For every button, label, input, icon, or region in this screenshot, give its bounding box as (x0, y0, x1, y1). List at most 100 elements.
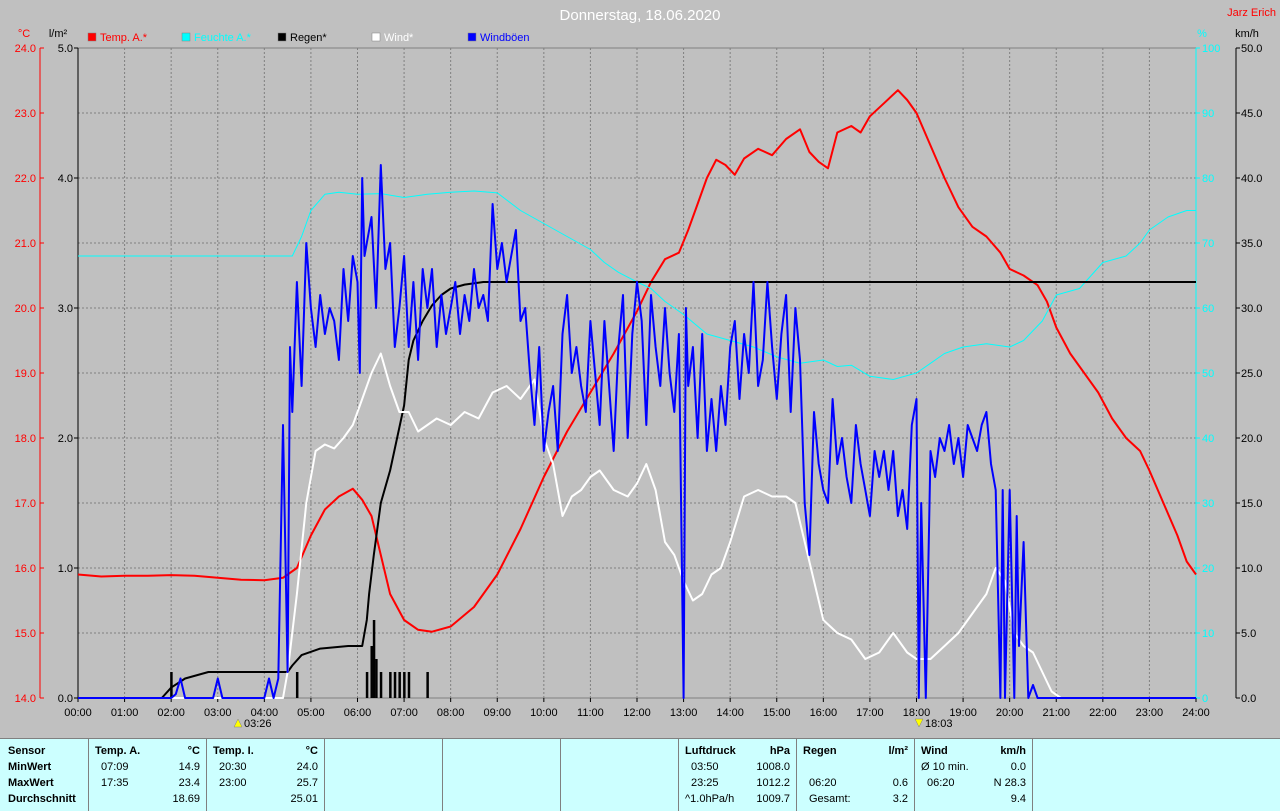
x-tick-label: 10:00 (530, 707, 558, 719)
temp-a-average: 18.69 (172, 793, 200, 805)
pressure-trend: ^1.0hPa/h (685, 793, 735, 805)
rain-bar (375, 659, 378, 698)
humidity-series-line (78, 190, 1196, 380)
wind-tick-label: 10.0 (1241, 563, 1262, 575)
wind-tick-label: 15.0 (1241, 498, 1262, 510)
rain_cum-series-line (78, 281, 1196, 699)
x-tick-label: 13:00 (670, 707, 698, 719)
wind-max-value: N 28.3 (993, 777, 1026, 789)
wind-min-value: 0.0 (1010, 761, 1026, 773)
temp-tick-label: 16.0 (15, 563, 36, 575)
pressure-average: 1009.7 (756, 793, 790, 805)
x-tick-label: 16:00 (810, 707, 838, 719)
legend-label: Wind* (384, 32, 414, 44)
series-lines (77, 89, 1197, 699)
rain-bar (295, 672, 299, 698)
legend: Temp. A.* Feuchte A.* Regen* Wind* Windböen (87, 32, 530, 44)
wind-min-label: Ø 10 min. (921, 761, 969, 773)
x-tick-label: 05:00 (297, 707, 325, 719)
temp-a-max-time: 17:35 (101, 777, 129, 789)
temp-i-header: Temp. I. (213, 745, 254, 757)
temp-i-min-value: 24.0 (296, 761, 318, 773)
legend-swatch (87, 32, 97, 42)
wind-tick-label: 5.0 (1241, 628, 1256, 640)
rain-bar (398, 672, 401, 698)
rain-bar (379, 672, 383, 698)
temp-i-unit: °C (305, 745, 318, 757)
wind-tick-label: 45.0 (1241, 108, 1262, 120)
humidity-tick-label: 50 (1202, 368, 1214, 380)
x-tick-label: 23:00 (1136, 707, 1164, 719)
x-tick-label: 17:00 (856, 707, 884, 719)
rain-tick-label: 0.0 (58, 693, 73, 705)
row-label-min: MinWert (8, 761, 52, 773)
stats-pressure-group: Luftdruck hPa 03:50 1008.0 23:25 1012.2 … (678, 739, 796, 811)
x-tick-label: 08:00 (437, 707, 465, 719)
temp-tick-label: 21.0 (15, 238, 36, 250)
stats-wind-group: Wind km/h Ø 10 min. 0.0 06:20 N 28.3 9.4 (914, 739, 1032, 811)
legend-swatch (371, 32, 381, 42)
sunset-time: 18:03 (925, 718, 953, 730)
legend-label: Feuchte A.* (194, 32, 252, 44)
legend-label: Windböen (480, 32, 530, 44)
rain-bar (170, 672, 173, 698)
legend-label: Regen* (290, 32, 327, 44)
stats-empty-group-3 (560, 739, 678, 811)
temp-tick-label: 20.0 (15, 303, 36, 315)
legend-swatch (277, 32, 287, 42)
temp-tick-label: 23.0 (15, 108, 36, 120)
x-tick-label: 19:00 (949, 707, 977, 719)
temp-i-max-value: 25.7 (296, 777, 318, 789)
stats-empty-group-1 (324, 739, 442, 811)
rain-bar (372, 620, 376, 698)
pressure-unit: hPa (769, 745, 790, 757)
temp-unit-label: °C (18, 28, 30, 40)
temp-tick-label: 17.0 (15, 498, 36, 510)
row-label-avg: Durchschnitt (8, 793, 76, 805)
humidity-tick-label: 80 (1202, 173, 1214, 185)
rain-tick-label: 5.0 (58, 43, 73, 55)
stats-temp-i-group: Temp. I. °C 20:30 24.0 23:00 25.7 25.01 (206, 739, 324, 811)
legend-label: Temp. A.* (100, 32, 148, 44)
rain-bar (426, 672, 429, 698)
x-tick-label: 01:00 (111, 707, 139, 719)
author-label: Jarz Erich (1227, 7, 1276, 19)
humidity-unit-label: % (1197, 28, 1207, 40)
temp-tick-label: 19.0 (15, 368, 36, 380)
humidity-tick-label: 10 (1202, 628, 1214, 640)
rain-total-value: 3.2 (892, 793, 908, 805)
rain-max-value: 0.6 (892, 777, 908, 789)
sunset-icon (914, 718, 924, 728)
rain-tick-label: 2.0 (58, 433, 73, 445)
temp-tick-label: 18.0 (15, 433, 36, 445)
sunset-marker: 18:03 (914, 718, 953, 730)
chart-title: Donnerstag, 18.06.2020 (560, 7, 721, 24)
temp-tick-label: 15.0 (15, 628, 36, 640)
pressure-header: Luftdruck (685, 745, 736, 757)
rain-total-label: Gesamt: (809, 793, 851, 805)
sunrise-icon (233, 718, 243, 728)
legend-swatch (181, 32, 191, 42)
pressure-min-time: 03:50 (691, 761, 719, 773)
stats-rain-group: Regen l/m² 06:20 0.6 Gesamt: 3.2 (796, 739, 914, 811)
rain-tick-label: 1.0 (58, 563, 73, 575)
rain-bar (389, 672, 392, 698)
temp-i-average: 25.01 (290, 793, 318, 805)
pressure-max-time: 23:25 (691, 777, 719, 789)
humidity-tick-label: 30 (1202, 498, 1214, 510)
humidity-tick-label: 0 (1202, 693, 1208, 705)
wind-average: 9.4 (1010, 793, 1026, 805)
row-label-max: MaxWert (8, 777, 54, 789)
x-tick-label: 12:00 (623, 707, 651, 719)
pressure-max-value: 1012.2 (756, 777, 790, 789)
temp-series-line (77, 89, 1197, 633)
wind-header: Wind (921, 745, 948, 757)
sunrise-marker: 03:26 (233, 718, 272, 730)
temp-i-min-time: 20:30 (219, 761, 247, 773)
rain-bar (370, 646, 373, 698)
sensor-header: Sensor (8, 745, 46, 757)
wind-max-time: 06:20 (927, 777, 955, 789)
rain-max-time: 06:20 (809, 777, 837, 789)
left-axes: 14.0 15.0 16.0 17.0 18.0 19.0 20.0 21.0 22.0 23.0… (15, 43, 79, 705)
x-tick-label: 20:00 (996, 707, 1024, 719)
